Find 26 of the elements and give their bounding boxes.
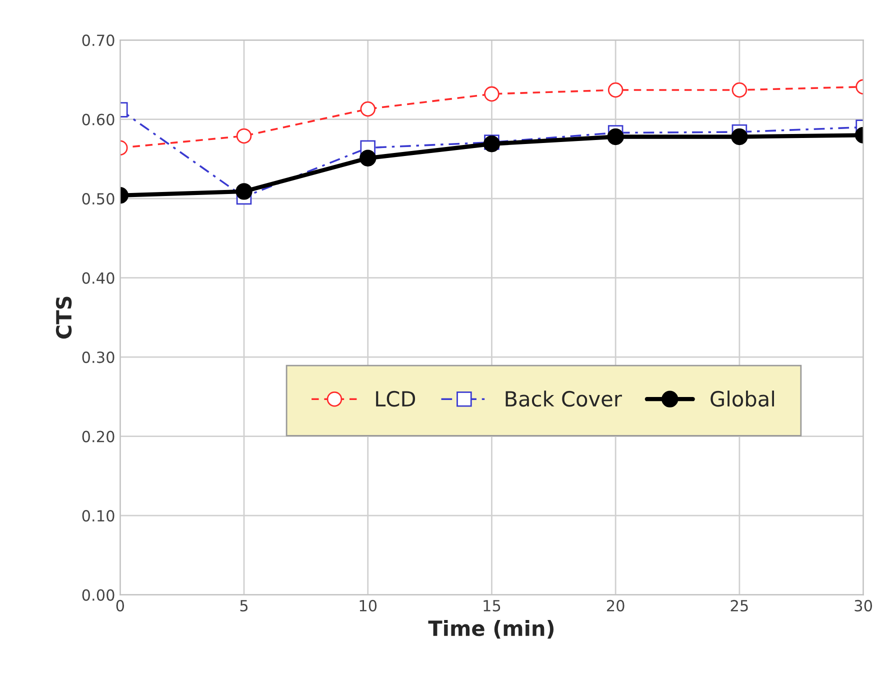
x-tick-label: 15 <box>484 600 500 612</box>
x-tick-label: 20 <box>606 600 624 612</box>
point <box>608 82 624 98</box>
point <box>484 86 500 102</box>
x-tick-label: 0 <box>116 600 124 612</box>
y-tick-label: 0.70 <box>82 34 114 46</box>
point <box>607 128 624 146</box>
x-axis-title: Time (min) <box>428 620 554 639</box>
y-tick-label: 0.10 <box>82 510 114 522</box>
legend-label: Global <box>710 390 774 407</box>
y-axis-title: CTS <box>56 296 72 339</box>
y-tick-label: 0.50 <box>82 193 114 205</box>
y-tick-label: 0.20 <box>82 430 114 442</box>
x-tick-label: 25 <box>730 600 748 612</box>
x-tick-label: 30 <box>854 600 872 612</box>
y-tick-label: 0.40 <box>82 272 114 284</box>
legend-label: LCD <box>376 390 416 407</box>
point <box>360 150 376 166</box>
y-tick-label: 0.60 <box>82 114 114 126</box>
x-tick-label: 10 <box>360 600 377 612</box>
y-tick-label: 0.30 <box>82 352 114 364</box>
y-tick-label: 0.00 <box>82 589 114 601</box>
point <box>360 101 376 117</box>
point <box>483 136 500 152</box>
x-tick-label: 5 <box>240 600 248 612</box>
legend-label: Back Cover <box>506 390 622 407</box>
